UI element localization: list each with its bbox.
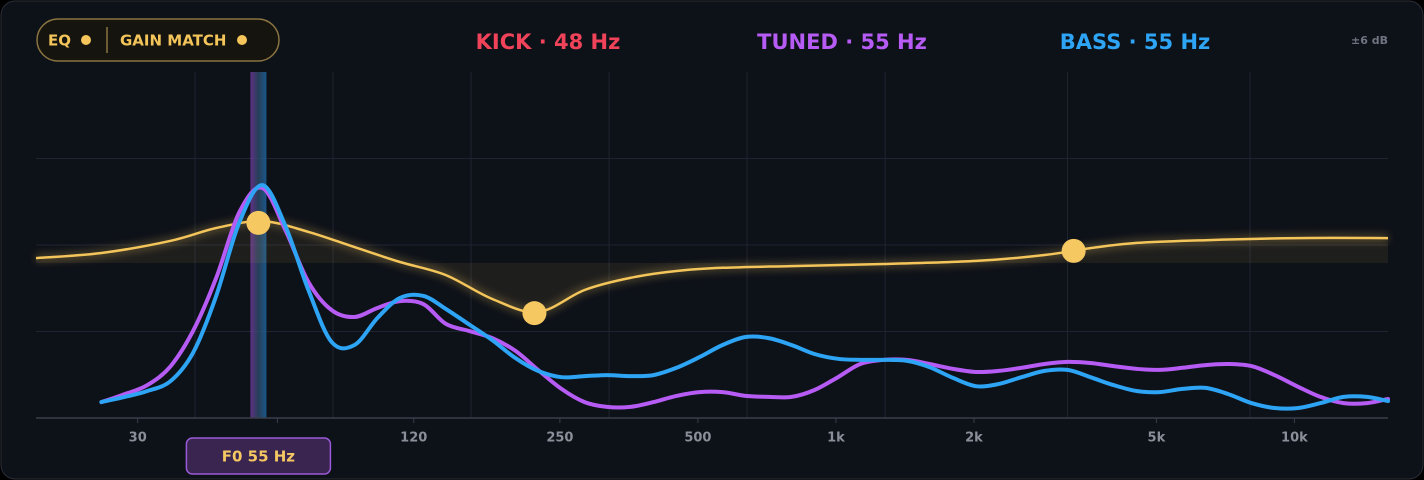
x-tick-label: 250 <box>546 431 573 446</box>
toggle-indicator <box>237 35 247 45</box>
x-tick-label: 1k <box>827 431 845 446</box>
x-tick-label: 500 <box>684 431 711 446</box>
spectrum-line <box>99 185 1390 410</box>
x-tick-label: 2k <box>965 431 983 446</box>
readout: TUNED · 55 Hz <box>757 30 927 54</box>
spectrum-line <box>99 183 1390 411</box>
eq-node[interactable] <box>522 301 547 326</box>
readout: KICK · 48 Hz <box>476 30 621 54</box>
x-tick-label: 5k <box>1148 431 1166 446</box>
range-label: ±6 dB <box>1351 34 1388 47</box>
f0-marker <box>250 72 267 418</box>
toggle-indicator <box>81 35 91 45</box>
toggle-group[interactable]: EQ GAIN MATCH <box>36 18 280 62</box>
f0-label: F0 55 Hz <box>222 448 296 466</box>
toggle-gain-match[interactable]: GAIN MATCH <box>120 32 226 50</box>
x-tick-label: 120 <box>400 431 427 446</box>
eq-node[interactable] <box>1061 238 1086 263</box>
toggle-eq[interactable]: EQ <box>48 32 71 50</box>
toggle-pill <box>36 18 280 62</box>
readout: BASS · 55 Hz <box>1060 30 1211 54</box>
x-tick-label: 30 <box>129 431 147 446</box>
eq-node[interactable] <box>246 210 271 235</box>
f0-label-box <box>185 437 332 475</box>
x-tick-label: 10k <box>1281 431 1308 446</box>
